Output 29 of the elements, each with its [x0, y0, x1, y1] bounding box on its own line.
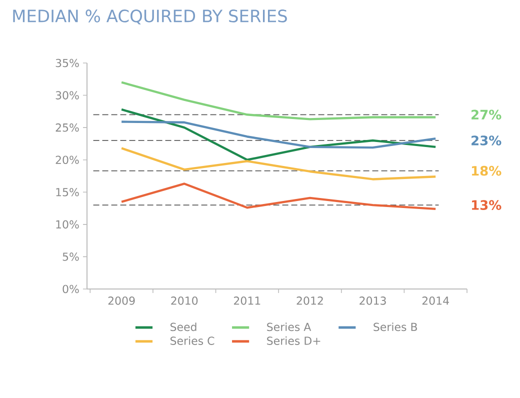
x-tick-label: 2014 — [422, 296, 449, 305]
legend-label: Series A — [267, 322, 312, 332]
line-series — [120, 81, 437, 120]
x-tick-label: 2011 — [234, 296, 260, 305]
legend-label: Seed — [170, 322, 196, 332]
y-tick-label: 35% — [56, 58, 79, 68]
ref-line-label: 27% — [472, 110, 502, 120]
line-series — [120, 120, 437, 149]
ref-line-label: 23% — [472, 136, 502, 146]
y-tick-label: 25% — [56, 123, 79, 132]
y-tick-label: 20% — [56, 156, 79, 164]
y-tick-label: 0% — [62, 284, 79, 294]
legend-label: Series C — [170, 336, 214, 345]
y-tick-label: 15% — [56, 188, 79, 196]
line-series — [120, 147, 437, 180]
y-tick-label: 5% — [62, 252, 79, 261]
legend-label: Series B — [374, 322, 417, 332]
y-tick-label: 30% — [56, 91, 79, 100]
x-tick-label: 2009 — [108, 296, 135, 305]
line-series — [120, 108, 437, 161]
legend-label: Series D+ — [267, 336, 320, 345]
ref-line-label: 13% — [472, 200, 502, 210]
x-tick-label: 2013 — [360, 296, 386, 305]
x-tick-label: 2010 — [171, 296, 198, 305]
line-series — [120, 182, 437, 210]
x-tick-label: 2012 — [296, 296, 323, 305]
ref-line-label: 18% — [472, 166, 502, 176]
chart-title: MEDIAN % ACQUIRED BY SERIES — [13, 10, 287, 24]
y-tick-label: 10% — [56, 220, 79, 229]
